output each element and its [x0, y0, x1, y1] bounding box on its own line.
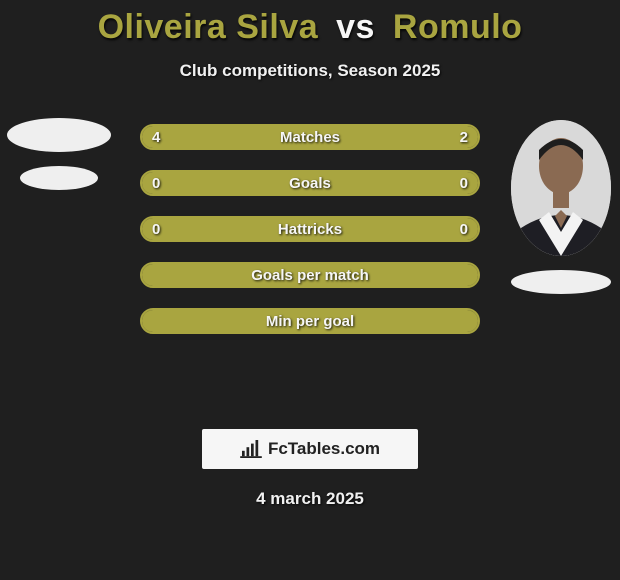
player-right-panel	[506, 120, 616, 294]
footer-date: 4 march 2025	[0, 489, 620, 509]
stat-row: Min per goal	[140, 308, 480, 334]
title-player-b: Romulo	[393, 8, 523, 46]
stat-value-left: 0	[142, 175, 186, 192]
bar-chart-icon	[240, 440, 262, 458]
stat-row: 0Hattricks0	[140, 216, 480, 242]
player-left-avatar-placeholder	[7, 118, 111, 152]
comparison-bars: 4Matches20Goals00Hattricks0Goals per mat…	[140, 124, 480, 354]
player-left-flag-placeholder	[20, 166, 98, 190]
stat-value-right: 0	[434, 175, 478, 192]
stat-label: Goals per match	[186, 267, 434, 284]
brand-text: FcTables.com	[268, 439, 380, 459]
stat-label: Matches	[186, 129, 434, 146]
player-left-panel	[4, 118, 114, 190]
title-player-a: Oliveira Silva	[98, 8, 319, 46]
stat-label: Hattricks	[186, 221, 434, 238]
stat-value-right: 2	[434, 129, 478, 146]
subtitle: Club competitions, Season 2025	[0, 61, 620, 81]
stat-label: Goals	[186, 175, 434, 192]
stat-label: Min per goal	[186, 313, 434, 330]
title-vs: vs	[336, 8, 375, 46]
stat-value-left: 0	[142, 221, 186, 238]
stat-value-left: 4	[142, 129, 186, 146]
stat-row: Goals per match	[140, 262, 480, 288]
stat-row: 4Matches2	[140, 124, 480, 150]
player-right-avatar	[511, 120, 611, 256]
stat-value-right: 0	[434, 221, 478, 238]
page-title: Oliveira Silva vs Romulo	[0, 0, 620, 47]
stat-row: 0Goals0	[140, 170, 480, 196]
brand-badge: FcTables.com	[202, 429, 418, 469]
player-right-flag-placeholder	[511, 270, 611, 294]
